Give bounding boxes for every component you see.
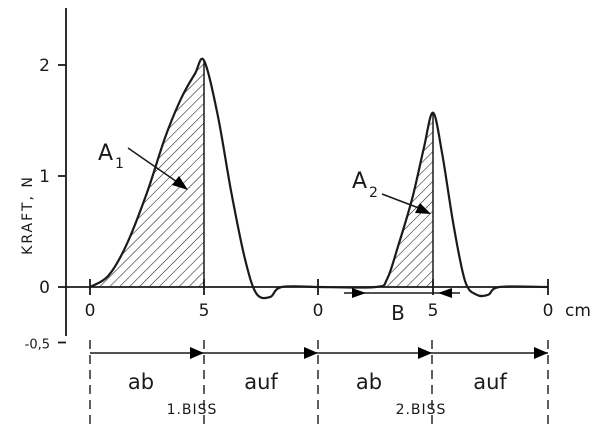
b-marker-label: B xyxy=(391,301,405,325)
y-axis-label: KRAFT, N xyxy=(20,175,36,255)
phase-label: ab xyxy=(128,370,154,394)
arrow-a2-head xyxy=(415,203,431,214)
y-tick-label: -0,5 xyxy=(25,338,50,353)
b-marker-left-head xyxy=(352,288,366,298)
area-label-a2-sub: 2 xyxy=(369,185,378,201)
force-curve-2 xyxy=(317,111,549,298)
phase-label: ab xyxy=(356,370,382,394)
area-label-a1: A xyxy=(98,141,113,166)
force-curve-1 xyxy=(89,57,319,300)
phase-arrow-1 xyxy=(304,347,318,359)
hatched-area-2 xyxy=(375,112,433,287)
phase-label: auf xyxy=(244,370,278,394)
arrow-a1-head xyxy=(172,176,188,190)
y-tick-label: 0 xyxy=(39,278,50,298)
bite-label: 2.BISS xyxy=(396,402,447,418)
x-tick-label: 5 xyxy=(199,301,210,321)
annotations: A 1A 2B xyxy=(98,141,460,325)
hatched-area-1 xyxy=(90,60,204,288)
x-axis-unit: cm xyxy=(565,301,591,321)
x-tick-label: 0 xyxy=(85,301,96,321)
x-tick-label: 5 xyxy=(428,301,439,321)
bite-label: 1.BISS xyxy=(167,402,218,418)
phase-label: auf xyxy=(473,370,507,394)
area-label-a1-sub: 1 xyxy=(115,156,124,172)
arrow-a1 xyxy=(127,147,181,185)
axes: 2 1 0 -0,5 0 5 0 5 0 xyxy=(25,8,554,353)
b-marker-right-head xyxy=(438,288,452,298)
x-tick-label: 0 xyxy=(313,301,324,321)
phase-arrow-3 xyxy=(534,347,548,359)
force-curves xyxy=(89,57,549,300)
x-tick-label: 0 xyxy=(543,301,554,321)
phase-timeline: ab auf ab auf 1.BISS 2.BISS xyxy=(89,340,549,428)
phase-arrow-0 xyxy=(190,347,204,359)
y-tick-label: 1 xyxy=(39,167,50,187)
phase-arrow-2 xyxy=(418,347,432,359)
y-tick-label: 2 xyxy=(39,56,50,76)
arrow-a2 xyxy=(381,193,425,211)
area-label-a2: A xyxy=(352,169,367,194)
hatched-areas xyxy=(90,60,434,288)
